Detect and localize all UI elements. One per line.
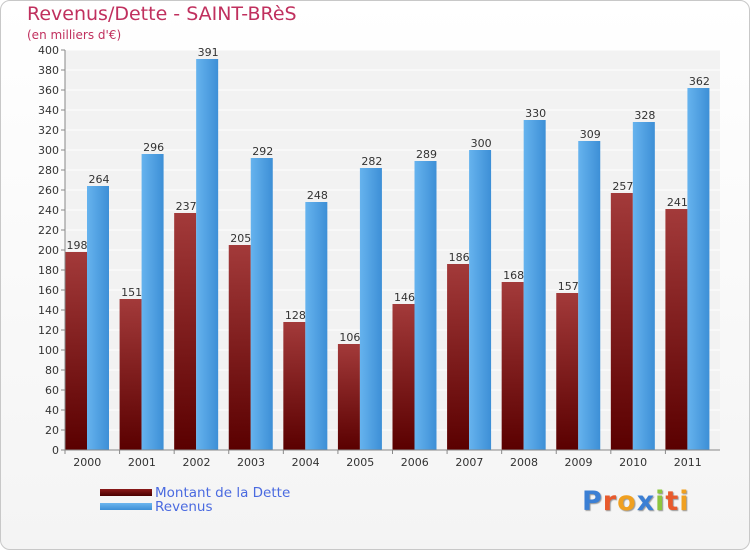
bar-debt [392,304,415,450]
x-tick-label: 2008 [510,456,538,469]
x-tick-label: 2001 [128,456,156,469]
bars [65,59,710,450]
y-tick-label: 60 [45,384,59,397]
x-tick-label: 2005 [346,456,374,469]
bar-revenus [141,154,164,450]
y-tick-label: 240 [38,204,59,217]
logo-letter: x [636,486,656,517]
bar-debt [447,264,470,450]
y-tick-label: 140 [38,304,59,317]
data-label: 289 [416,148,437,161]
data-label: 186 [449,251,470,264]
bar-debt [65,252,87,450]
y-tick-label: 320 [38,124,59,137]
y-tick-label: 360 [38,84,59,97]
data-label: 257 [612,180,633,193]
y-tick-label: 260 [38,184,59,197]
bar-debt [228,245,251,450]
data-label: 241 [667,196,688,209]
bar-debt [119,299,142,450]
y-tick-label: 380 [38,64,59,77]
y-tick-label: 0 [52,444,59,457]
y-tick-label: 120 [38,324,59,337]
chart-title: Revenus/Dette - SAINT-BRèS [27,3,297,25]
x-tick-label: 2011 [674,456,702,469]
x-tick-label: 2003 [237,456,265,469]
x-tick-label: 2004 [292,456,320,469]
data-label: 237 [176,200,197,213]
data-label: 391 [198,46,219,59]
x-tick-label: 2000 [73,456,101,469]
y-tick-label: 20 [45,424,59,437]
bar-debt [610,193,633,450]
bar-labels: 198 264 151 296 237 391 205 292 128 248 106 282 146 2… [67,46,710,344]
bar-debt [556,293,579,450]
x-tick-label: 2009 [565,456,593,469]
proxiti-logo: Proxiti [582,486,690,517]
bar-revenus [359,168,382,450]
bar-revenus [578,141,601,450]
data-label: 292 [252,145,273,158]
x-tick-label: 2010 [619,456,647,469]
data-label: 330 [525,107,546,120]
y-tick-label: 300 [38,144,59,157]
bar-revenus [523,120,546,450]
bar-revenus [87,186,109,450]
data-label: 309 [580,128,601,141]
bar-debt [501,282,524,450]
bar-debt [283,322,306,450]
logo-letter: o [617,486,637,517]
bar-revenus [305,202,328,450]
logo-letter: i [655,486,666,517]
y-tick-label: 180 [38,264,59,277]
data-label: 157 [558,280,579,293]
data-label: 282 [361,155,382,168]
x-tick-label: 2007 [455,456,483,469]
logo-letter: r [602,486,618,517]
data-label: 146 [394,291,415,304]
data-label: 151 [121,286,142,299]
bar-revenus [632,122,655,450]
bar-revenus [469,150,492,450]
legend-swatch-revenus [100,503,152,510]
bar-debt [337,344,360,450]
data-label: 264 [89,173,110,186]
axes: 0 20 40 60 80 100 120 140 160 180 200 220 240 260 280 3… [38,44,720,469]
data-label: 362 [689,75,710,88]
x-tick-label: 2006 [401,456,429,469]
y-tick-label: 400 [38,44,59,57]
y-tick-label: 200 [38,244,59,257]
bar-revenus [250,158,273,450]
logo-letter: P [582,486,603,517]
data-label: 168 [503,269,524,282]
data-label: 296 [143,141,164,154]
logo-letter: t [665,486,680,517]
y-tick-label: 220 [38,224,59,237]
y-tick-label: 280 [38,164,59,177]
bar-debt [665,209,688,450]
bar-revenus [687,88,710,450]
data-label: 106 [339,331,360,344]
y-tick-label: 100 [38,344,59,357]
legend-label-debt: Montant de la Dette [155,485,291,501]
data-label: 198 [67,239,88,252]
data-label: 248 [307,189,328,202]
data-label: 128 [285,309,306,322]
bar-revenus [196,59,219,450]
y-tick-label: 80 [45,364,59,377]
chart-subtitle: (en milliers d'€) [27,28,122,42]
legend-label-revenus: Revenus [155,499,213,515]
data-label: 328 [634,109,655,122]
data-label: 205 [230,232,251,245]
data-label: 300 [471,137,492,150]
x-tick-label: 2002 [182,456,210,469]
logo-letter: i [679,486,690,517]
bar-debt [174,213,197,450]
y-tick-label: 160 [38,284,59,297]
y-tick-label: 40 [45,404,59,417]
legend-swatch-debt [100,489,152,496]
y-tick-label: 340 [38,104,59,117]
bar-revenus [414,161,437,450]
